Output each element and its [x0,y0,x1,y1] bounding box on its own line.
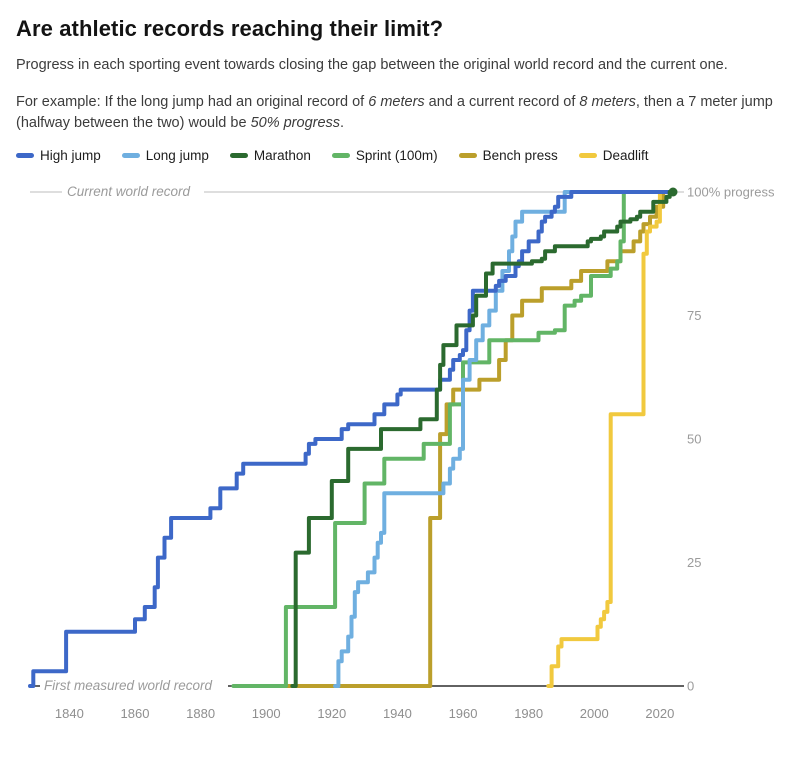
example-segment-2: and a current record of [424,94,580,111]
y-axis-label-100: 100% progress [687,184,775,199]
legend-item-long-jump: Long jump [121,147,209,163]
legend-label-sprint-100m: Sprint (100m) [355,147,438,163]
example-segment-5: 50% progress [250,114,341,131]
example-segment-1: 6 meters [368,94,425,111]
x-axis-label-1980: 1980 [514,706,543,721]
legend-swatch-marathon [229,152,248,158]
series-endpoint-dot [668,187,678,197]
x-axis-label-1900: 1900 [252,706,281,721]
chart-header: Are athletic records reaching their limi… [0,16,800,163]
y-axis-label-50: 50 [687,431,701,446]
example-segment-3: 8 meters [579,94,636,111]
legend-swatch-bench-press [458,152,477,158]
y-axis-label-0: 0 [687,678,694,693]
step-line-chart: Current world record First measured world… [28,184,775,721]
chart-legend: High jump Long jump Marathon Sprint (100m) B… [16,148,780,163]
x-axis-label-1880: 1880 [186,706,215,721]
example-segment-4: , then a 7 meter jump (halfway between t… [16,94,773,131]
x-axis-label-2000: 2000 [580,706,609,721]
series-path-marathon [290,189,675,688]
x-axis-label-2020: 2020 [645,706,674,721]
legend-label-marathon: Marathon [253,147,311,163]
legend-swatch-deadlift [578,152,597,158]
x-axis-label-1920: 1920 [317,706,346,721]
x-axis-label-1840: 1840 [55,706,84,721]
first-record-label: First measured world record [44,678,213,693]
series-path-deadlift [546,189,675,688]
page-title: Are athletic records reaching their limi… [16,16,444,41]
x-axis-label-1960: 1960 [449,706,478,721]
series-path-long-jump [333,189,675,688]
chart-example-note: For example: If the long jump had an ori… [16,92,776,133]
legend-swatch-sprint-100m [331,152,350,158]
example-segment-0: For example: If the long jump had an ori… [16,94,369,111]
legend-item-marathon: Marathon [229,147,311,163]
x-axis-label-1860: 1860 [121,706,150,721]
x-axis-label-1940: 1940 [383,706,412,721]
legend-swatch-high-jump [16,152,34,158]
y-axis-label-25: 25 [687,555,701,570]
chart-area: Current world record First measured world… [0,167,800,742]
legend-item-bench-press: Bench press [458,147,558,163]
legend-label-bench-press: Bench press [482,147,558,163]
current-record-label: Current world record [67,184,191,199]
legend-item-high-jump: High jump [16,148,101,163]
legend-item-deadlift: Deadlift [578,147,649,163]
legend-label-long-jump: Long jump [145,147,209,163]
series-path-high-jump [28,189,675,688]
legend-swatch-long-jump [121,152,140,158]
legend-label-high-jump: High jump [40,147,101,163]
legend-item-sprint-100m: Sprint (100m) [331,147,438,163]
y-axis-label-75: 75 [687,308,701,323]
chart-description: Progress in each sporting event towards … [16,57,728,73]
legend-label-deadlift: Deadlift [602,147,649,163]
example-segment-6: . [340,114,345,131]
series-path-sprint-100m [231,189,675,688]
